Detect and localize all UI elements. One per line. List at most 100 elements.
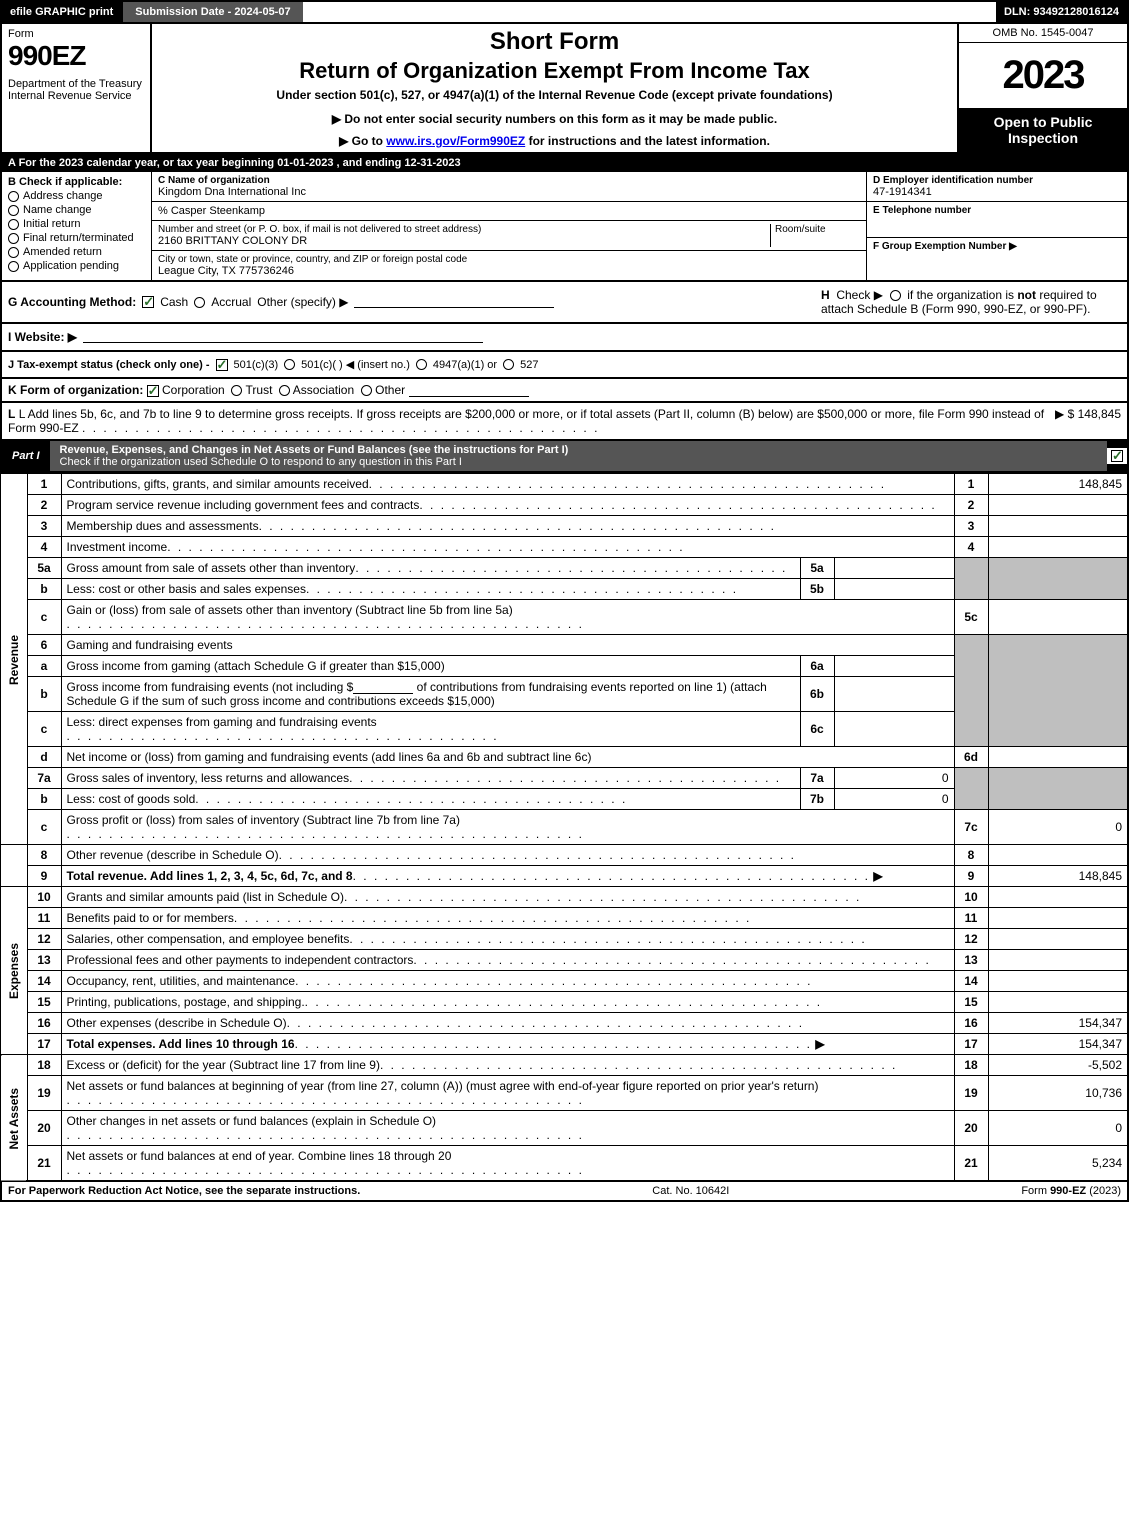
line-amount	[988, 845, 1128, 866]
trust-radio[interactable]	[231, 385, 242, 396]
row-h: H Check ▶ if the organization is not req…	[821, 288, 1121, 316]
line-num: 20	[27, 1111, 61, 1146]
line-desc: Other revenue (describe in Schedule O)	[61, 845, 954, 866]
check-final-return[interactable]: Final return/terminated	[8, 232, 145, 244]
line-box: 6d	[954, 747, 988, 768]
form-header: Form 990EZ Department of the Treasury In…	[0, 24, 1129, 154]
check-initial-return[interactable]: Initial return	[8, 218, 145, 230]
schedule-o-checkbox[interactable]	[1111, 450, 1123, 462]
line-num: 14	[27, 971, 61, 992]
line-desc: Other expenses (describe in Schedule O)	[61, 1013, 954, 1034]
line-1: Revenue 1 Contributions, gifts, grants, …	[1, 474, 1128, 495]
other-org-radio[interactable]	[361, 385, 372, 396]
sub-box: 7b	[800, 789, 834, 810]
footer-right: Form 990-EZ (2023)	[1021, 1185, 1121, 1197]
501c3-checkbox[interactable]	[216, 359, 228, 371]
row-l-text: L L Add lines 5b, 6c, and 7b to line 9 t…	[8, 407, 1049, 435]
line-num: 2	[27, 495, 61, 516]
efile-print-button[interactable]: efile GRAPHIC print	[2, 2, 121, 22]
line-amount: 5,234	[988, 1146, 1128, 1182]
irs-link[interactable]: www.irs.gov/Form990EZ	[386, 134, 525, 148]
street-value: 2160 BRITTANY COLONY DR	[158, 235, 770, 247]
website-input[interactable]	[83, 331, 483, 343]
line-num: 11	[27, 908, 61, 929]
corp-checkbox[interactable]	[147, 385, 159, 397]
org-name: Kingdom Dna International Inc	[158, 186, 860, 198]
line-desc: Gross sales of inventory, less returns a…	[61, 768, 800, 789]
check-label: Address change	[23, 190, 103, 202]
sub-val: 0	[834, 789, 954, 810]
grey-cell	[954, 558, 988, 600]
line-num: 5a	[27, 558, 61, 579]
line-3: 3 Membership dues and assessments 3	[1, 516, 1128, 537]
check-name-change[interactable]: Name change	[8, 204, 145, 216]
line-num: 8	[27, 845, 61, 866]
line-amount: 0	[988, 1111, 1128, 1146]
527-label: 527	[520, 359, 538, 371]
grey-cell	[954, 768, 988, 810]
form-id-box: Form 990EZ Department of the Treasury In…	[2, 24, 152, 152]
contrib-amount-input[interactable]	[353, 682, 413, 694]
assoc-radio[interactable]	[279, 385, 290, 396]
line-desc: Net assets or fund balances at end of ye…	[61, 1146, 954, 1182]
row-k: K Form of organization: Corporation Trus…	[0, 379, 1129, 403]
check-application-pending[interactable]: Application pending	[8, 260, 145, 272]
grey-cell	[954, 635, 988, 747]
grey-cell	[988, 635, 1128, 747]
schedule-b-radio[interactable]	[890, 290, 901, 301]
line-num: 17	[27, 1034, 61, 1055]
line-desc: Investment income	[61, 537, 954, 558]
line-num: b	[27, 789, 61, 810]
check-address-change[interactable]: Address change	[8, 190, 145, 202]
line-amount	[988, 600, 1128, 635]
line-desc: Contributions, gifts, grants, and simila…	[61, 474, 954, 495]
corp-label: Corporation	[162, 383, 225, 397]
footer-left: For Paperwork Reduction Act Notice, see …	[8, 1185, 360, 1197]
other-org-label: Other	[375, 383, 405, 397]
accounting-method-label: G Accounting Method:	[8, 295, 136, 309]
accrual-radio[interactable]	[194, 297, 205, 308]
check-label: Amended return	[23, 246, 102, 258]
line-amount: 10,736	[988, 1076, 1128, 1111]
line-amount: 148,845	[988, 866, 1128, 887]
room-label: Room/suite	[775, 224, 860, 235]
check-amended-return[interactable]: Amended return	[8, 246, 145, 258]
ein-value: 47-1914341	[873, 186, 1121, 198]
line-18: Net Assets 18 Excess or (deficit) for th…	[1, 1055, 1128, 1076]
line-desc: Less: cost or other basis and sales expe…	[61, 579, 800, 600]
line-desc: Occupancy, rent, utilities, and maintena…	[61, 971, 954, 992]
goto-post: for instructions and the latest informat…	[525, 134, 770, 148]
line-num: 7a	[27, 768, 61, 789]
line-desc: Gross amount from sale of assets other t…	[61, 558, 800, 579]
grey-cell	[988, 558, 1128, 600]
ssn-warning: ▶ Do not enter social security numbers o…	[158, 112, 951, 126]
sub-val	[834, 656, 954, 677]
accrual-label: Accrual	[211, 295, 251, 309]
line-box: 2	[954, 495, 988, 516]
527-radio[interactable]	[503, 359, 514, 370]
org-name-label: C Name of organization	[158, 175, 860, 186]
line-box: 19	[954, 1076, 988, 1111]
501c-radio[interactable]	[284, 359, 295, 370]
form-title-box: Short Form Return of Organization Exempt…	[152, 24, 957, 152]
line-box: 5c	[954, 600, 988, 635]
line-desc: Professional fees and other payments to …	[61, 950, 954, 971]
other-org-input[interactable]	[409, 385, 529, 397]
short-form-title: Short Form	[158, 28, 951, 56]
check-label: Initial return	[23, 218, 80, 230]
sub-box: 6c	[800, 712, 834, 747]
cash-checkbox[interactable]	[142, 296, 154, 308]
sub-box: 5b	[800, 579, 834, 600]
line-num: 4	[27, 537, 61, 558]
line-amount	[988, 495, 1128, 516]
line-desc: Other changes in net assets or fund bala…	[61, 1111, 954, 1146]
line-20: 20 Other changes in net assets or fund b…	[1, 1111, 1128, 1146]
line-6: 6 Gaming and fundraising events	[1, 635, 1128, 656]
4947-radio[interactable]	[416, 359, 427, 370]
line-14: 14 Occupancy, rent, utilities, and maint…	[1, 971, 1128, 992]
column-c: C Name of organization Kingdom Dna Inter…	[152, 172, 867, 280]
other-specify-input[interactable]	[354, 296, 554, 308]
line-num: 15	[27, 992, 61, 1013]
line-7c: c Gross profit or (loss) from sales of i…	[1, 810, 1128, 845]
line-7a: 7a Gross sales of inventory, less return…	[1, 768, 1128, 789]
